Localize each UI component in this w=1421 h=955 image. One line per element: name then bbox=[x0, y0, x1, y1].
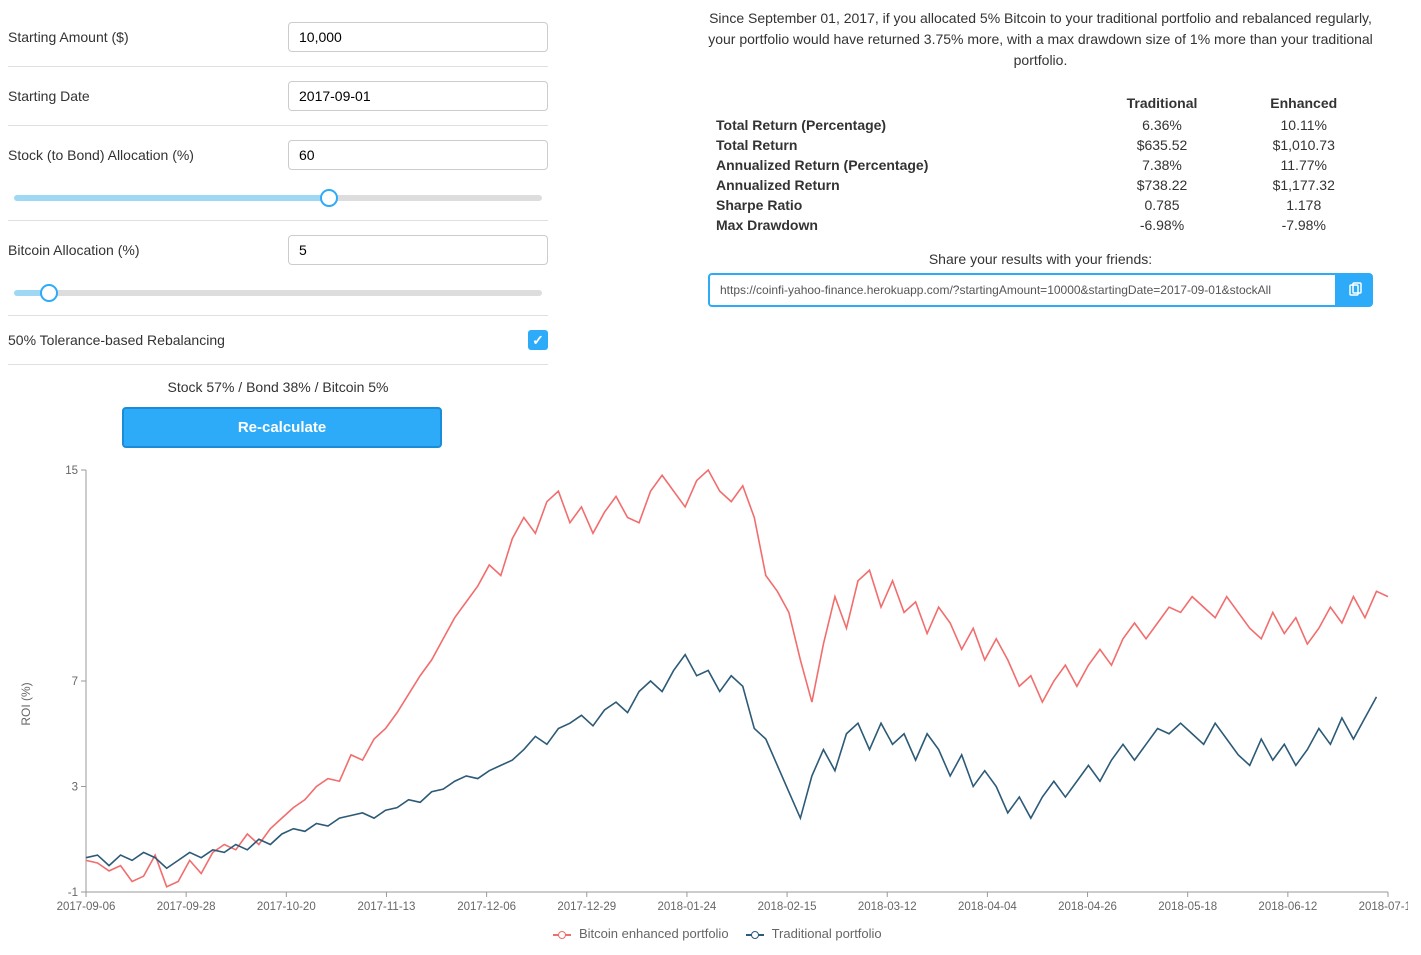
col-enhanced: Enhanced bbox=[1234, 91, 1373, 115]
starting-amount-row: Starting Amount ($) bbox=[8, 8, 548, 67]
rebalancing-checkbox[interactable]: ✓ bbox=[528, 330, 548, 350]
chart-svg: -1 3 7 15 2017-09-06 2017-09-28 2017-10-20 2017… bbox=[8, 460, 1408, 920]
legend-swatch-traditional bbox=[746, 934, 764, 936]
metric-label: Total Return bbox=[708, 135, 1090, 155]
bitcoin-alloc-slider[interactable] bbox=[14, 290, 542, 296]
metric-trad: 7.38% bbox=[1090, 155, 1235, 175]
metric-enh: $1,177.32 bbox=[1234, 175, 1373, 195]
chart-legend: Bitcoin enhanced portfolio Traditional p… bbox=[8, 920, 1413, 947]
metric-trad: -6.98% bbox=[1090, 215, 1235, 235]
legend-swatch-enhanced bbox=[553, 934, 571, 936]
svg-text:2017-09-06: 2017-09-06 bbox=[57, 901, 116, 913]
metric-enh: 11.77% bbox=[1234, 155, 1373, 175]
allocation-summary: Stock 57% / Bond 38% / Bitcoin 5% bbox=[8, 365, 548, 401]
metric-trad: $738.22 bbox=[1090, 175, 1235, 195]
metric-label: Annualized Return (Percentage) bbox=[708, 155, 1090, 175]
starting-date-label: Starting Date bbox=[8, 88, 288, 104]
metric-enh: 1.178 bbox=[1234, 195, 1373, 215]
stock-alloc-slider-wrap bbox=[8, 184, 548, 221]
svg-text:2018-06-12: 2018-06-12 bbox=[1258, 901, 1317, 913]
results-panel: Since September 01, 2017, if you allocat… bbox=[568, 8, 1413, 448]
bitcoin-alloc-label: Bitcoin Allocation (%) bbox=[8, 242, 288, 258]
rebalancing-row: 50% Tolerance-based Rebalancing ✓ bbox=[8, 316, 548, 365]
copy-icon bbox=[1347, 282, 1363, 298]
metric-label: Annualized Return bbox=[708, 175, 1090, 195]
share-label: Share your results with your friends: bbox=[708, 251, 1373, 267]
svg-text:2018-07-13: 2018-07-13 bbox=[1359, 901, 1408, 913]
legend-traditional: Traditional portfolio bbox=[772, 926, 882, 941]
svg-text:7: 7 bbox=[72, 676, 78, 688]
starting-amount-label: Starting Amount ($) bbox=[8, 29, 288, 45]
legend-enhanced: Bitcoin enhanced portfolio bbox=[579, 926, 729, 941]
svg-text:2017-11-13: 2017-11-13 bbox=[357, 901, 415, 913]
share-row bbox=[708, 273, 1373, 307]
svg-text:-1: -1 bbox=[68, 887, 78, 899]
starting-amount-input[interactable] bbox=[288, 22, 548, 52]
table-row: Sharpe Ratio0.7851.178 bbox=[708, 195, 1373, 215]
metric-trad: 6.36% bbox=[1090, 115, 1235, 135]
metric-enh: 10.11% bbox=[1234, 115, 1373, 135]
copy-button[interactable] bbox=[1337, 273, 1373, 307]
svg-text:2018-01-24: 2018-01-24 bbox=[658, 901, 717, 913]
stock-alloc-label: Stock (to Bond) Allocation (%) bbox=[8, 147, 288, 163]
table-row: Total Return (Percentage)6.36%10.11% bbox=[708, 115, 1373, 135]
summary-text: Since September 01, 2017, if you allocat… bbox=[708, 8, 1373, 71]
table-row: Annualized Return (Percentage)7.38%11.77… bbox=[708, 155, 1373, 175]
recalculate-button[interactable]: Re-calculate bbox=[122, 407, 442, 448]
svg-text:2018-04-04: 2018-04-04 bbox=[958, 901, 1017, 913]
svg-text:2018-02-15: 2018-02-15 bbox=[758, 901, 817, 913]
metric-label: Sharpe Ratio bbox=[708, 195, 1090, 215]
table-row: Max Drawdown-6.98%-7.98% bbox=[708, 215, 1373, 235]
stock-alloc-slider[interactable] bbox=[14, 195, 542, 201]
bitcoin-alloc-row: Bitcoin Allocation (%) bbox=[8, 221, 548, 279]
starting-date-input[interactable] bbox=[288, 81, 548, 111]
metric-label: Max Drawdown bbox=[708, 215, 1090, 235]
svg-text:2017-12-29: 2017-12-29 bbox=[557, 901, 616, 913]
bitcoin-alloc-slider-wrap bbox=[8, 279, 548, 316]
col-traditional: Traditional bbox=[1090, 91, 1235, 115]
svg-text:2017-10-20: 2017-10-20 bbox=[257, 901, 316, 913]
svg-text:15: 15 bbox=[65, 465, 78, 477]
table-row: Annualized Return$738.22$1,177.32 bbox=[708, 175, 1373, 195]
roi-chart: ROI (%) -1 3 7 15 2017-09-06 2017-09-28 2017-1… bbox=[8, 460, 1413, 947]
svg-text:2017-12-06: 2017-12-06 bbox=[457, 901, 516, 913]
y-axis-label: ROI (%) bbox=[19, 682, 33, 725]
bitcoin-alloc-input[interactable] bbox=[288, 235, 548, 265]
inputs-panel: Starting Amount ($) Starting Date Stock … bbox=[8, 8, 548, 448]
svg-text:2018-05-18: 2018-05-18 bbox=[1158, 901, 1217, 913]
svg-text:3: 3 bbox=[72, 782, 78, 794]
svg-text:2017-09-28: 2017-09-28 bbox=[157, 901, 216, 913]
metric-label: Total Return (Percentage) bbox=[708, 115, 1090, 135]
results-table: Traditional Enhanced Total Return (Perce… bbox=[708, 91, 1373, 235]
svg-text:2018-03-12: 2018-03-12 bbox=[858, 901, 917, 913]
stock-alloc-row: Stock (to Bond) Allocation (%) bbox=[8, 126, 548, 184]
svg-text:2018-04-26: 2018-04-26 bbox=[1058, 901, 1117, 913]
metric-trad: $635.52 bbox=[1090, 135, 1235, 155]
metric-trad: 0.785 bbox=[1090, 195, 1235, 215]
stock-alloc-input[interactable] bbox=[288, 140, 548, 170]
metric-enh: -7.98% bbox=[1234, 215, 1373, 235]
starting-date-row: Starting Date bbox=[8, 67, 548, 126]
metric-enh: $1,010.73 bbox=[1234, 135, 1373, 155]
rebalancing-label: 50% Tolerance-based Rebalancing bbox=[8, 332, 225, 348]
table-row: Total Return$635.52$1,010.73 bbox=[708, 135, 1373, 155]
share-url-input[interactable] bbox=[708, 273, 1337, 307]
